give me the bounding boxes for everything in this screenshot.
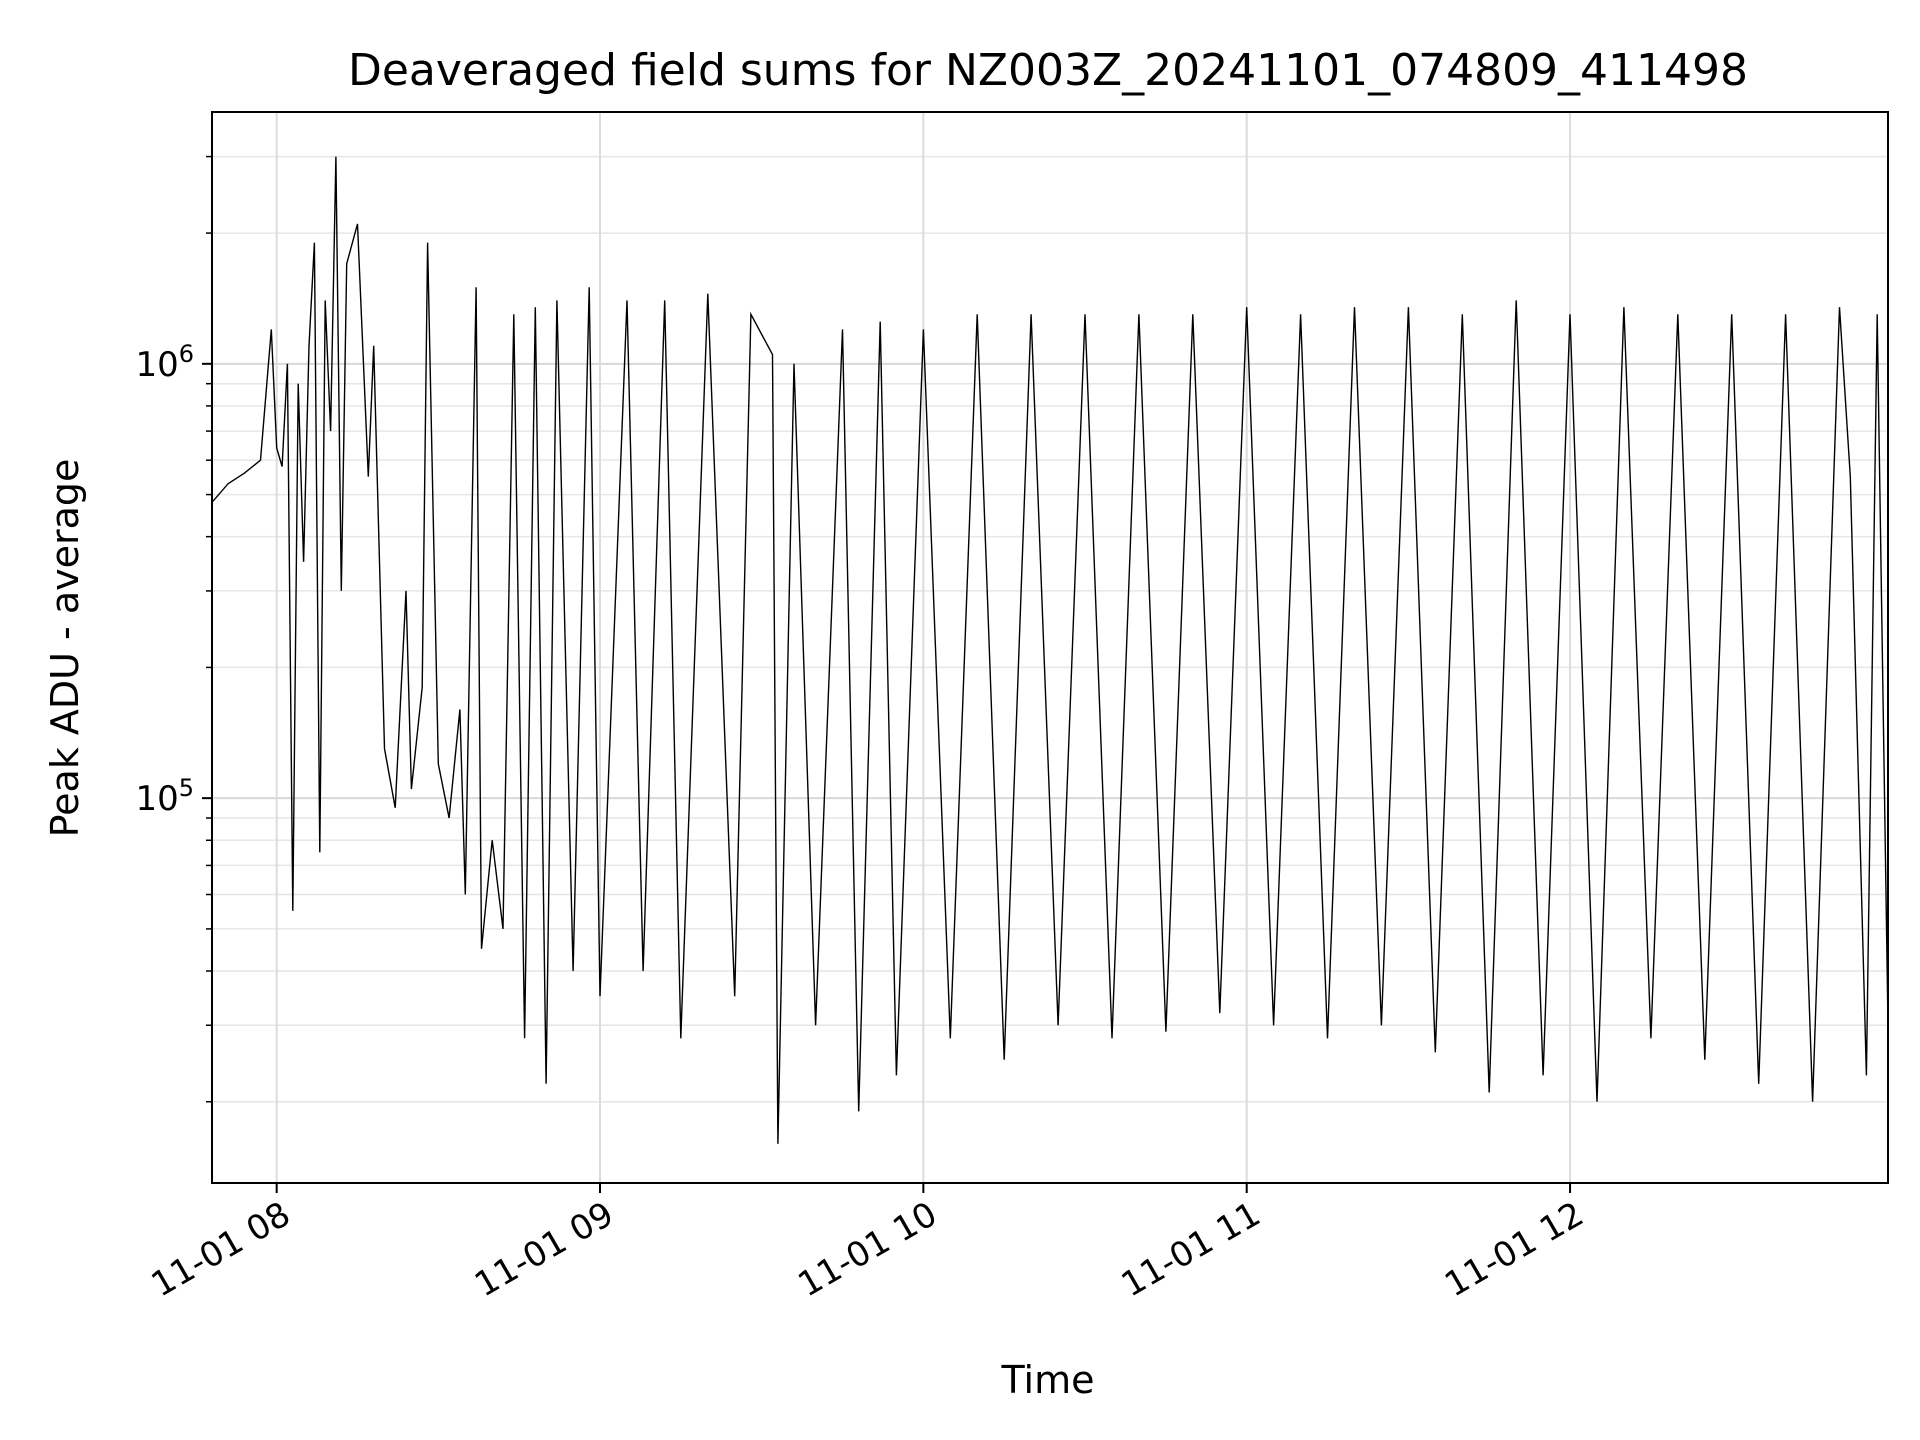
x-axis-label: Time — [1001, 1358, 1095, 1402]
chart-title: Deaveraged field sums for NZ003Z_2024110… — [348, 45, 1748, 96]
series-line — [211, 156, 1889, 1144]
y-tick-label: 105 — [135, 774, 194, 819]
y-axis-label: Peak ADU - average — [43, 459, 87, 838]
y-tick-label: 106 — [135, 340, 194, 385]
grid — [212, 112, 1888, 1183]
plot-line-group — [211, 156, 1889, 1144]
plot-frame — [211, 111, 1889, 1184]
